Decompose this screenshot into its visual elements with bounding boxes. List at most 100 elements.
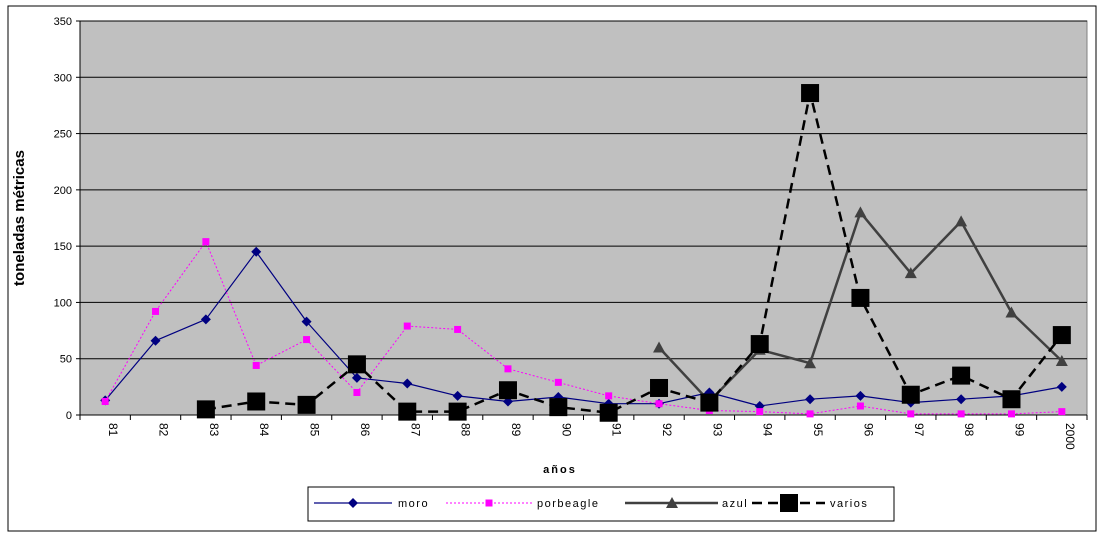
legend-label-porbeagle: porbeagle xyxy=(537,498,599,510)
data-point-moro xyxy=(1056,381,1067,392)
y-axis-label: toneladas métricas xyxy=(11,150,28,286)
x-tick-label: 88 xyxy=(459,423,473,437)
x-tick-label: 94 xyxy=(761,423,775,437)
data-point-porbeagle xyxy=(856,402,864,410)
data-point-porbeagle xyxy=(605,392,613,400)
series-varios xyxy=(196,84,1071,422)
x-tick-label: 90 xyxy=(559,423,573,437)
data-point-azul xyxy=(804,357,817,369)
data-point-varios xyxy=(448,402,467,421)
y-tick-label: 200 xyxy=(54,185,72,197)
data-point-porbeagle xyxy=(454,325,462,333)
data-point-moro xyxy=(351,372,362,383)
x-tick-label: 93 xyxy=(710,423,724,437)
data-point-moro xyxy=(251,246,262,257)
data-point-varios xyxy=(398,402,417,421)
data-point-porbeagle xyxy=(655,400,663,408)
data-point-varios xyxy=(347,355,366,374)
x-tick-label: 92 xyxy=(660,423,674,437)
data-point-porbeagle xyxy=(303,336,311,344)
data-point-porbeagle xyxy=(1058,408,1066,416)
x-tick-label: 86 xyxy=(358,423,372,437)
legend-label-moro: moro xyxy=(398,498,429,510)
y-tick-label: 250 xyxy=(54,129,72,141)
y-tick-label: 150 xyxy=(54,241,72,253)
data-point-moro xyxy=(855,390,866,401)
x-tick-label: 97 xyxy=(912,423,926,437)
data-point-varios xyxy=(1002,390,1021,409)
legend-label-azul: azul xyxy=(722,498,748,510)
data-point-porbeagle xyxy=(907,410,915,418)
data-point-azul xyxy=(904,267,917,279)
legend-marker-moro xyxy=(348,498,358,508)
data-point-moro xyxy=(805,394,816,405)
data-point-varios xyxy=(750,335,769,354)
x-tick-label: 83 xyxy=(207,423,221,437)
legend: moro porbeagle azul varios xyxy=(307,486,895,522)
series-line-varios xyxy=(205,91,1063,414)
axes: 0 50 100 150 200 250 300 350 81 82 83 84 85 86 87 88 89 9… xyxy=(54,16,1088,450)
data-point-moro xyxy=(402,378,413,389)
data-point-porbeagle xyxy=(504,365,512,373)
data-point-azul xyxy=(653,341,666,353)
x-tick-label: 91 xyxy=(610,423,624,437)
series-line-porbeagle xyxy=(104,241,1062,415)
data-point-varios xyxy=(901,385,920,404)
data-point-varios xyxy=(700,393,719,412)
data-point-varios xyxy=(1052,326,1071,345)
x-tick-label: 81 xyxy=(106,423,120,437)
legend-marker-azul xyxy=(666,497,678,508)
data-point-porbeagle xyxy=(353,388,361,396)
data-point-varios xyxy=(297,395,316,414)
x-tick-label: 89 xyxy=(509,423,523,437)
data-point-varios xyxy=(498,381,517,400)
gridlines xyxy=(80,20,1087,360)
data-point-azul xyxy=(1005,306,1018,318)
data-point-varios xyxy=(952,366,971,385)
legend-entry-moro: moro xyxy=(314,498,429,510)
data-point-varios xyxy=(801,84,820,103)
legend-marker-porbeagle xyxy=(485,499,493,507)
legend-label-varios: varios xyxy=(830,498,868,510)
x-tick-label: 99 xyxy=(1012,423,1026,437)
x-axis-label: años xyxy=(543,464,577,476)
data-point-moro xyxy=(301,316,312,327)
y-tick-label: 350 xyxy=(54,16,72,28)
data-point-varios xyxy=(247,392,266,411)
x-tick-label: 98 xyxy=(962,423,976,437)
legend-entry-azul: azul xyxy=(625,497,748,510)
data-point-moro xyxy=(956,394,967,405)
y-tick-label: 100 xyxy=(54,297,72,309)
legend-entry-varios: varios xyxy=(752,494,868,512)
data-point-moro xyxy=(452,390,463,401)
data-point-azul xyxy=(1055,354,1068,366)
data-point-porbeagle xyxy=(1007,410,1015,418)
data-point-porbeagle xyxy=(957,410,965,418)
data-point-moro xyxy=(150,335,161,346)
data-point-moro xyxy=(200,314,211,325)
y-tick-label: 50 xyxy=(60,354,72,366)
data-point-porbeagle xyxy=(806,410,814,418)
plot-area xyxy=(79,20,1088,416)
data-point-porbeagle xyxy=(202,238,210,246)
x-tick-label: 2000 xyxy=(1063,423,1077,450)
data-point-porbeagle xyxy=(252,361,260,369)
legend-entry-porbeagle: porbeagle xyxy=(446,498,599,510)
data-point-porbeagle xyxy=(152,307,160,315)
y-tick-label: 0 xyxy=(66,410,72,422)
y-tick-label: 300 xyxy=(54,72,72,84)
data-point-porbeagle xyxy=(403,322,411,330)
data-point-porbeagle xyxy=(554,378,562,386)
data-point-varios xyxy=(549,398,568,417)
x-tick-label: 82 xyxy=(157,423,171,437)
data-point-varios xyxy=(650,378,669,397)
data-point-azul xyxy=(854,206,867,218)
x-tick-label: 96 xyxy=(861,423,875,437)
data-point-azul xyxy=(955,215,968,227)
legend-marker-varios xyxy=(780,494,798,512)
data-point-varios xyxy=(196,400,215,419)
x-tick-label: 95 xyxy=(811,423,825,437)
data-point-varios xyxy=(599,403,618,422)
